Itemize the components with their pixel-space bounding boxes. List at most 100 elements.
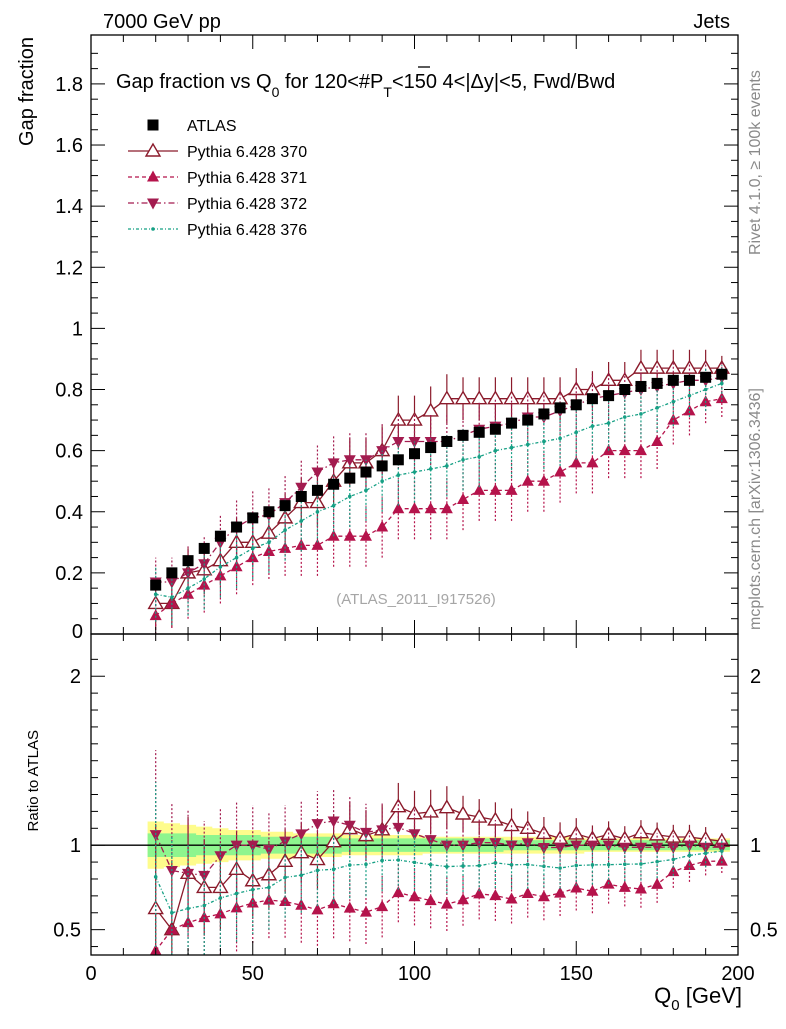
y-tick-label: 0.4: [55, 502, 83, 524]
ratio-point: [380, 858, 384, 863]
ratio-point: [311, 819, 324, 831]
ratio-point: [343, 901, 356, 913]
legend-marker: [147, 198, 159, 210]
ratio-point: [651, 877, 664, 889]
data-point: [311, 467, 324, 479]
data-point: [639, 412, 643, 416]
ratio-point: [343, 820, 356, 832]
ratio-point: [359, 827, 372, 839]
ratio-point: [299, 873, 304, 878]
data-point: [619, 384, 631, 396]
chart-title: Gap fraction vs Q0 for 120<#PT<150 4<|Δy…: [116, 71, 615, 100]
data-point: [586, 393, 598, 405]
data-point: [618, 444, 631, 456]
data-point: [606, 421, 611, 425]
data-point: [622, 415, 627, 419]
y-tick-label: 0.6: [55, 441, 83, 463]
data-point: [343, 455, 356, 467]
data-point: [535, 390, 553, 405]
data-point: [392, 502, 405, 514]
data-point: [327, 458, 340, 470]
data-point: [537, 474, 550, 486]
data-point: [590, 424, 595, 428]
x-tick-label: 150: [560, 963, 593, 985]
ratio-point: [283, 875, 287, 880]
data-point: [198, 542, 210, 554]
ratio-point: [671, 857, 676, 862]
data-point: [473, 483, 486, 495]
data-point: [343, 529, 356, 541]
data-point: [380, 479, 384, 483]
ratio-point: [554, 886, 567, 898]
ratio-point: [376, 900, 389, 912]
data-point: [182, 587, 195, 599]
data-point: [473, 426, 485, 438]
ratio-point: [392, 886, 405, 898]
ratio-y-tick-label-right: 0.5: [750, 920, 778, 942]
data-point: [440, 502, 453, 514]
ratio-point: [424, 894, 437, 906]
data-point: [554, 465, 567, 477]
ratio-point: [165, 866, 178, 878]
data-point: [230, 560, 243, 572]
ratio-point: [408, 890, 421, 902]
legend-label: Pythia 6.428 370: [187, 144, 307, 161]
legend-label: Pythia 6.428 371: [187, 170, 307, 187]
ratio-point: [537, 843, 550, 855]
data-point: [408, 502, 421, 514]
data-point: [655, 406, 659, 410]
data-point: [422, 402, 439, 417]
data-point: [409, 448, 420, 460]
data-point: [632, 359, 650, 374]
ratio-point: [570, 840, 583, 852]
data-point: [234, 555, 239, 560]
data-point: [489, 423, 501, 435]
data-point: [246, 551, 259, 563]
data-point: [493, 448, 498, 453]
series-p376: [153, 365, 724, 625]
data-point: [703, 387, 708, 392]
jets-label: Jets: [693, 11, 730, 33]
data-point: [214, 530, 226, 542]
data-point: [186, 586, 190, 590]
y-tick-label-zero: 0: [72, 621, 83, 643]
series-line-p371: [155, 398, 722, 617]
y-tick-label: 1.6: [55, 135, 83, 157]
y-tick-label: 1.4: [55, 196, 83, 218]
ratio-point: [262, 844, 275, 856]
rivet-label: Rivet 4.1.0, ≥ 100k events: [747, 70, 764, 255]
data-point: [344, 472, 356, 484]
data-point: [247, 512, 259, 524]
data-point: [262, 544, 275, 556]
data-point: [586, 456, 599, 468]
x-tick-label: 100: [398, 963, 431, 985]
legend-marker: [151, 227, 155, 231]
y-tick-label: 1: [72, 318, 83, 340]
data-point: [477, 454, 482, 459]
legend-label: Pythia 6.428 372: [187, 196, 307, 213]
ratio-point: [703, 851, 708, 856]
ratio-point: [186, 906, 190, 911]
ratio-y-tick-label-right: 2: [750, 666, 761, 688]
ratio-point: [632, 824, 650, 839]
data-point: [667, 374, 679, 386]
legend-marker: [144, 142, 162, 157]
ratio-point: [683, 840, 696, 852]
ratio-point: [618, 880, 631, 892]
ratio-point: [279, 836, 292, 848]
ratio-point: [392, 822, 405, 834]
data-point: [331, 503, 336, 508]
ratio-point: [348, 863, 352, 867]
data-point: [554, 402, 566, 414]
data-point: [311, 484, 323, 496]
ratio-point: [359, 905, 372, 917]
data-point: [683, 374, 695, 386]
data-point: [651, 434, 664, 446]
legend-label: Pythia 6.428 376: [187, 222, 307, 239]
data-point: [697, 359, 714, 374]
data-point: [461, 458, 465, 462]
ratio-point: [473, 887, 486, 899]
data-point: [667, 413, 680, 425]
y-tick-label: 1.8: [55, 74, 83, 96]
data-point: [558, 436, 562, 441]
